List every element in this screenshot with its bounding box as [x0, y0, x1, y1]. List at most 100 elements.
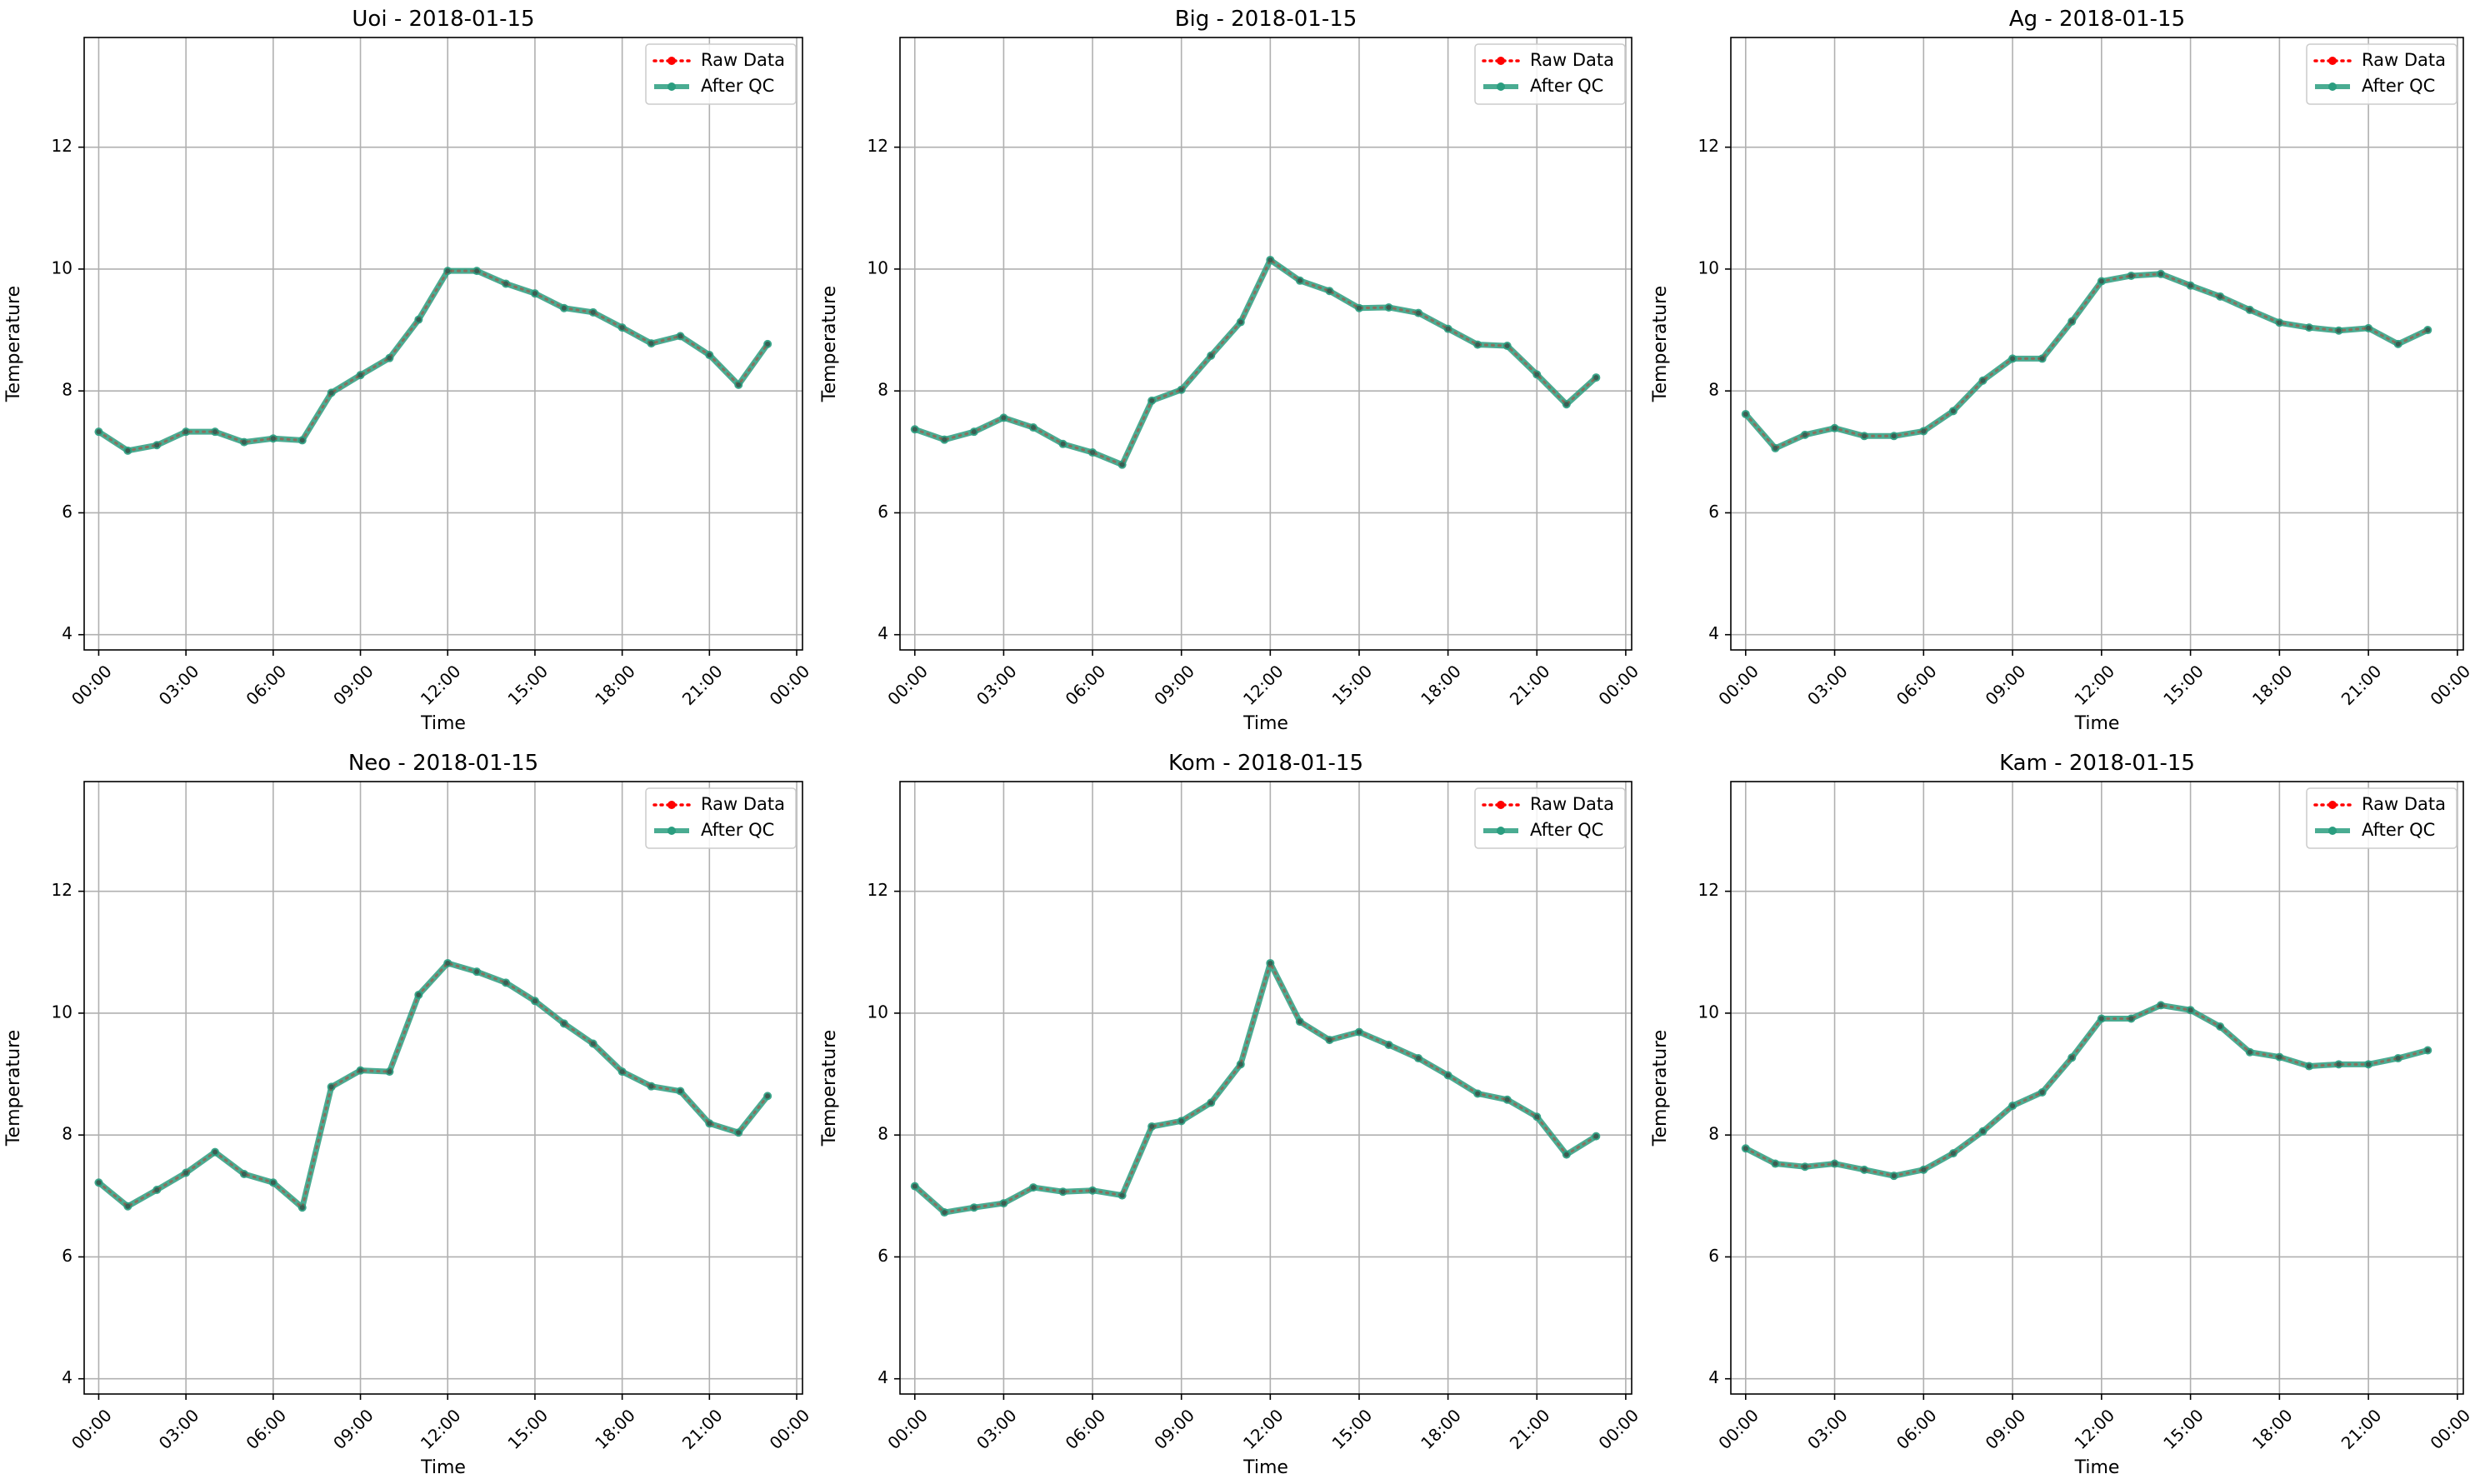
- y-tick-label: 12: [868, 880, 888, 900]
- point-raw-data: [2098, 278, 2104, 284]
- x-tick-label: 00:00: [68, 1405, 116, 1453]
- point-raw-data: [561, 305, 567, 311]
- point-raw-data: [942, 437, 948, 442]
- y-tick-label: 4: [878, 623, 888, 643]
- point-raw-data: [270, 436, 276, 442]
- point-raw-data: [1238, 1062, 1243, 1067]
- point-raw-data: [1119, 462, 1125, 467]
- point-raw-data: [1416, 310, 1422, 316]
- x-tick-label: 06:00: [242, 1405, 290, 1453]
- legend-qc-label: After QC: [701, 76, 774, 96]
- axes-frame: [899, 781, 1632, 1395]
- x-tick-label: 15:00: [1328, 1405, 1377, 1453]
- y-tick-label: 8: [1708, 380, 1719, 400]
- x-tick-label: 06:00: [1062, 1405, 1110, 1453]
- point-raw-data: [1475, 342, 1481, 347]
- point-raw-data: [1060, 1189, 1066, 1195]
- point-raw-data: [1149, 1123, 1155, 1129]
- point-raw-data: [125, 1203, 131, 1209]
- point-raw-data: [912, 1183, 918, 1189]
- point-raw-data: [2010, 1103, 2016, 1109]
- legend-qc-marker: [2328, 82, 2337, 91]
- point-raw-data: [2158, 1002, 2164, 1008]
- point-raw-data: [2098, 1016, 2104, 1022]
- point-raw-data: [1445, 1072, 1451, 1078]
- point-raw-data: [590, 1041, 596, 1047]
- y-axis-label: Temperature: [3, 1030, 24, 1147]
- x-axis-label: Time: [420, 713, 466, 734]
- point-raw-data: [1921, 428, 1927, 434]
- point-raw-data: [212, 429, 218, 435]
- x-tick-label: 00:00: [883, 1405, 932, 1453]
- legend-qc-label: After QC: [2362, 820, 2435, 840]
- y-tick-label: 6: [1708, 502, 1719, 522]
- point-raw-data: [1593, 375, 1599, 381]
- x-tick-label: 00:00: [1594, 1405, 1642, 1453]
- point-raw-data: [2336, 327, 2342, 333]
- point-raw-data: [1534, 1114, 1540, 1120]
- point-raw-data: [912, 427, 918, 432]
- series-line-after-qc: [912, 960, 1599, 1216]
- point-raw-data: [532, 291, 538, 297]
- point-raw-data: [1802, 1164, 1808, 1170]
- y-tick-label: 4: [1708, 623, 1719, 643]
- y-tick-label: 12: [52, 136, 72, 156]
- subplot-title: Kom - 2018-01-15: [1168, 751, 1363, 776]
- point-raw-data: [270, 1180, 276, 1186]
- x-tick-label: 06:00: [1892, 1405, 1941, 1453]
- x-tick-label: 15:00: [2159, 661, 2208, 709]
- axes-frame: [83, 37, 803, 651]
- subplot-4: 00:00 03:00 06:00 09:00 12:00 15:00 18:00 21:00…: [3, 751, 813, 1478]
- y-tick-label: 8: [878, 380, 888, 400]
- y-axis-label: Temperature: [1650, 1030, 1671, 1147]
- point-raw-data: [2247, 1049, 2252, 1055]
- point-raw-data: [1475, 1091, 1481, 1097]
- point-raw-data: [1504, 343, 1510, 349]
- x-tick-label: 09:00: [1150, 661, 1198, 709]
- point-raw-data: [561, 1021, 567, 1027]
- x-tick-label: 18:00: [591, 1405, 639, 1453]
- point-raw-data: [619, 1069, 625, 1075]
- point-raw-data: [96, 429, 102, 435]
- axes-frame: [1730, 781, 2464, 1395]
- point-raw-data: [212, 1149, 218, 1155]
- point-raw-data: [2366, 1062, 2372, 1067]
- x-tick-label: 12:00: [2070, 661, 2118, 709]
- point-raw-data: [971, 1205, 977, 1211]
- point-raw-data: [2128, 272, 2134, 278]
- subplot-3: 00:00 03:00 06:00 09:00 12:00 15:00 18:00 21:00…: [1650, 7, 2474, 734]
- x-tick-label: 09:00: [1982, 661, 2030, 709]
- point-raw-data: [1802, 432, 1808, 437]
- y-tick-label: 10: [868, 257, 888, 277]
- y-tick-label: 6: [62, 502, 72, 522]
- x-tick-label: 21:00: [1506, 661, 1554, 709]
- subplot-title: Big - 2018-01-15: [1175, 7, 1358, 32]
- point-raw-data: [2425, 1047, 2431, 1053]
- point-raw-data: [1090, 1187, 1096, 1193]
- subplot-5: 00:00 03:00 06:00 09:00 12:00 15:00 18:00 21:00…: [819, 751, 1642, 1478]
- y-tick-label: 6: [878, 1246, 888, 1266]
- x-tick-label: 03:00: [155, 1405, 203, 1453]
- y-axis-label: Temperature: [819, 286, 840, 402]
- point-raw-data: [971, 429, 977, 435]
- series-line-after-qc: [95, 267, 771, 454]
- point-raw-data: [1178, 1118, 1184, 1124]
- legend-qc-marker: [668, 827, 676, 835]
- point-raw-data: [1742, 1146, 1748, 1152]
- point-raw-data: [1980, 1128, 1986, 1134]
- point-raw-data: [1563, 402, 1569, 407]
- point-raw-data: [1001, 1201, 1007, 1207]
- y-tick-label: 10: [1698, 257, 1719, 277]
- y-tick-label: 8: [62, 1124, 72, 1144]
- y-tick-label: 8: [878, 1124, 888, 1144]
- point-raw-data: [503, 980, 509, 986]
- point-raw-data: [1832, 1161, 1838, 1167]
- legend-raw-marker: [2328, 801, 2337, 809]
- point-raw-data: [2395, 341, 2401, 347]
- point-raw-data: [707, 352, 712, 358]
- point-raw-data: [1327, 1037, 1332, 1043]
- subplot-6: 00:00 03:00 06:00 09:00 12:00 15:00 18:00 21:00…: [1650, 751, 2474, 1478]
- point-raw-data: [154, 442, 160, 448]
- point-raw-data: [299, 437, 305, 443]
- point-raw-data: [503, 281, 509, 287]
